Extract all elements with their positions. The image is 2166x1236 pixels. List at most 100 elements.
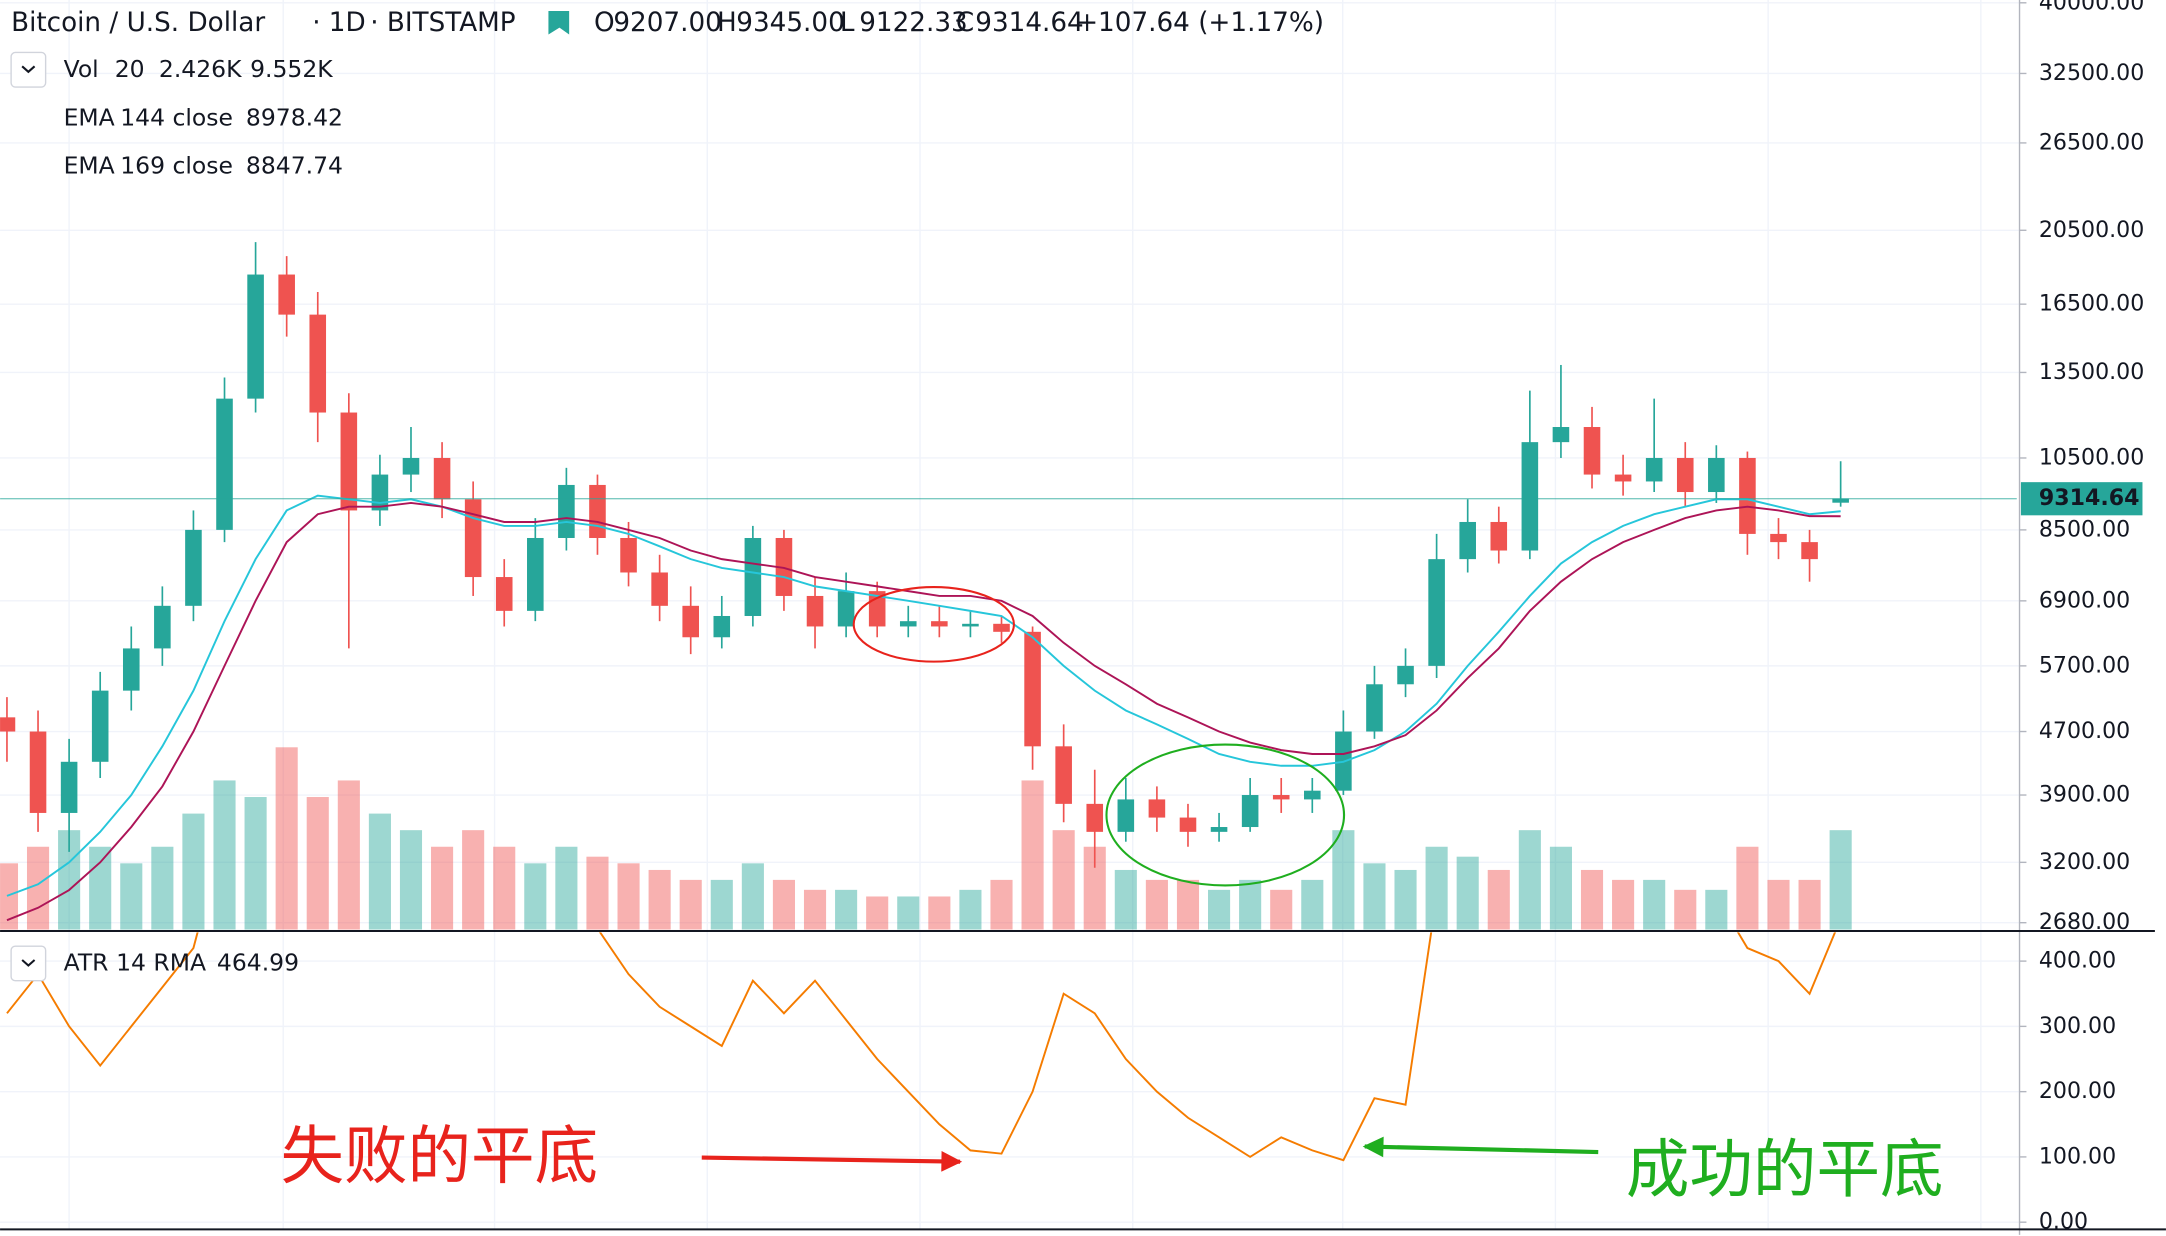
volume-bar <box>0 863 19 930</box>
candle-body <box>340 412 358 511</box>
y-tick-label: 0.00 <box>2039 1209 2088 1235</box>
candle-body <box>1459 521 1476 560</box>
candle-body <box>775 537 793 596</box>
volume-params: 20 <box>115 55 145 83</box>
volume-bar <box>1829 830 1852 930</box>
candle-body <box>1739 457 1756 534</box>
volume-bar <box>275 747 298 930</box>
arrow <box>701 1151 963 1172</box>
ohlc-value: 9122.33 <box>859 8 968 38</box>
volume-bar <box>1394 869 1417 930</box>
volume-bar <box>555 846 578 930</box>
candle-body <box>60 761 78 813</box>
volume-bar <box>1363 863 1386 930</box>
ema-name: EMA <box>64 103 115 131</box>
volume-bar <box>1052 830 1075 930</box>
volume-bar <box>1674 889 1697 930</box>
candle-body <box>1708 457 1725 493</box>
y-tick-label: 5700.00 <box>2039 652 2130 678</box>
volume-bar <box>368 813 391 930</box>
candle-body <box>1521 442 1539 551</box>
atr-plot <box>6 932 1837 1162</box>
candle-body <box>216 398 233 530</box>
candle-body <box>1117 799 1135 832</box>
volume-bar <box>1612 879 1635 930</box>
candle-body <box>402 457 420 475</box>
volume-bar <box>897 896 920 930</box>
candle-body <box>1024 631 1041 747</box>
ema-value: 8847.74 <box>246 152 343 180</box>
collapse-button[interactable] <box>10 945 47 982</box>
volume-ma-value: 9.552K <box>250 55 333 83</box>
volume-bar <box>1301 879 1324 930</box>
candle-body <box>1179 817 1197 832</box>
candle-body <box>527 537 544 611</box>
separator: · <box>312 8 320 38</box>
volume-bar <box>1736 846 1759 930</box>
volume-bar <box>213 780 236 930</box>
volume-bar <box>1549 846 1572 930</box>
volume-bar <box>182 813 205 930</box>
candle-body <box>651 572 668 606</box>
exchange: BITSTAMP <box>387 8 516 38</box>
candle-body <box>1148 799 1166 818</box>
candle-body <box>91 690 109 762</box>
volume-bar <box>1239 879 1262 930</box>
ohlc-value: 9207.00 <box>613 8 722 38</box>
volume-bar <box>1145 879 1168 930</box>
ema-line <box>6 501 1841 922</box>
volume-bar <box>306 797 329 930</box>
volume-bar <box>1518 830 1541 930</box>
change: +107.64 (+1.17%) <box>1076 8 1324 38</box>
candle-body <box>1801 542 1818 560</box>
volume-bar <box>1270 889 1293 930</box>
ohlc-label: L <box>840 8 855 38</box>
annotation: 成功的平底 <box>1626 1133 1944 1207</box>
y-tick-label: 26500.00 <box>2039 129 2144 155</box>
candle-body <box>589 484 606 538</box>
candle-body <box>464 499 482 578</box>
ohlc-value: 9314.64 <box>975 8 1084 38</box>
candle-body <box>1086 803 1104 832</box>
candle-body <box>744 537 762 616</box>
volume-bar <box>431 846 454 930</box>
interval: 1D <box>329 8 366 38</box>
candle-body <box>1552 427 1570 443</box>
collapse-button[interactable] <box>10 51 47 88</box>
y-tick-label: 4700.00 <box>2039 718 2130 744</box>
candle-body <box>1490 521 1508 551</box>
y-tick-label: 6900.00 <box>2039 587 2130 613</box>
volume-bar <box>1643 879 1666 930</box>
candle-body <box>1583 427 1601 475</box>
y-tick-label: 300.00 <box>2039 1013 2116 1039</box>
last-price-label: 9314.64 <box>2039 485 2140 511</box>
arrow <box>1362 1136 1599 1158</box>
volume-bar <box>866 896 889 930</box>
candle-body <box>713 615 731 638</box>
candle-body <box>371 474 389 511</box>
y-tick-label: 8500.00 <box>2039 516 2130 542</box>
volume-bar <box>1580 869 1604 930</box>
grid <box>0 2 2020 1223</box>
y-tick-label: 10500.00 <box>2039 444 2144 470</box>
volume-bar <box>1114 869 1137 930</box>
volume-bar <box>1021 780 1044 930</box>
y-tick-label: 16500.00 <box>2039 291 2144 317</box>
y-tick-label: 32500.00 <box>2039 60 2144 86</box>
y-tick-label: 40000.00 <box>2039 0 2144 15</box>
candle-body <box>1272 795 1290 800</box>
atr-value: 464.99 <box>217 949 299 977</box>
volume-bar <box>524 863 547 930</box>
volume-bar <box>959 889 982 930</box>
chevron <box>21 65 36 74</box>
candle-body <box>1428 559 1445 666</box>
flag-icon[interactable] <box>548 11 570 35</box>
volume-bar <box>990 879 1013 930</box>
volume-name: Vol <box>64 55 99 83</box>
volume-bar <box>835 889 858 930</box>
last-price-box <box>2020 482 2143 516</box>
volume-bar <box>1456 856 1479 930</box>
candle-body <box>931 621 948 627</box>
candle-body <box>247 274 264 399</box>
candle-body <box>1770 533 1787 543</box>
